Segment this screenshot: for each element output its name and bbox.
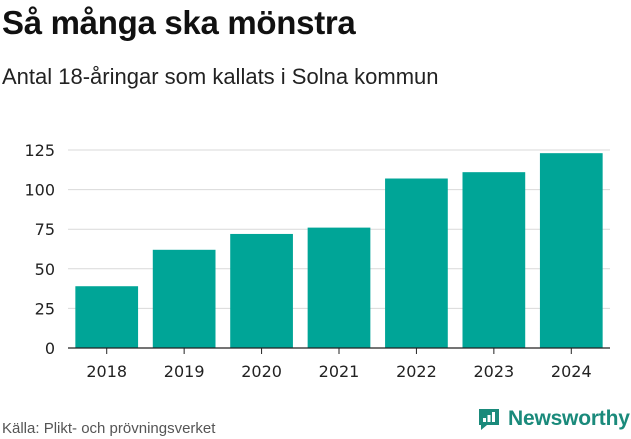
x-tick-label: 2019	[164, 362, 205, 381]
y-tick-label: 25	[35, 299, 55, 318]
y-axis-ticks: 0 25 50 75 100 125	[24, 141, 55, 358]
x-tick-label: 2023	[473, 362, 514, 381]
bar-2019	[152, 249, 216, 348]
bar-2022	[385, 178, 448, 348]
source-note: Källa: Plikt- och prövningsverket	[2, 420, 216, 437]
bar-2020	[230, 233, 293, 348]
y-tick-label: 50	[35, 260, 55, 279]
newsworthy-logo-icon	[479, 409, 499, 430]
x-tick-label: 2024	[551, 362, 592, 381]
bars	[75, 153, 603, 348]
y-tick-label: 0	[45, 339, 55, 358]
x-axis-ticks: 2018 2019 2020 2021 2022 2023 2024	[68, 347, 610, 381]
brand-logo-group: Newsworthy	[476, 406, 630, 432]
brand-name: Newsworthy	[508, 407, 630, 430]
x-tick-label: 2022	[396, 362, 437, 381]
bar-2021	[307, 227, 371, 348]
bar-2024	[539, 153, 603, 348]
chart-title: Så många ska mönstra	[2, 4, 356, 41]
chart-subtitle: Antal 18-åringar som kallats i Solna kom…	[2, 64, 439, 89]
x-tick-label: 2020	[241, 362, 282, 381]
bar-2018	[75, 286, 139, 348]
x-tick-label: 2018	[86, 362, 127, 381]
y-tick-label: 125	[24, 141, 55, 160]
x-tick-label: 2021	[319, 362, 360, 381]
y-tick-label: 75	[35, 220, 55, 239]
bar-2023	[462, 172, 526, 348]
y-tick-label: 100	[24, 181, 55, 200]
